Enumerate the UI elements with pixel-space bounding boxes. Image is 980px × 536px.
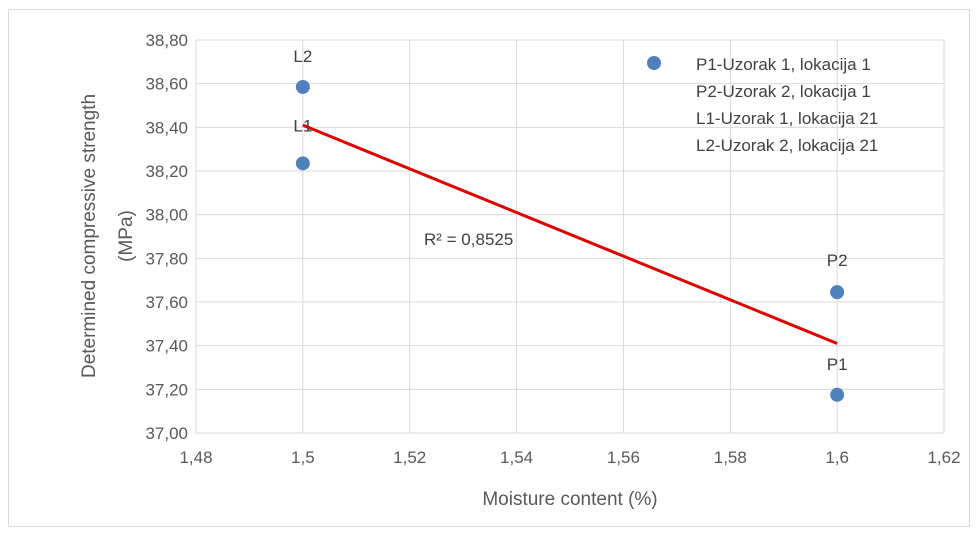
y-tick-label: 38,00 bbox=[145, 206, 188, 225]
y-axis-title-line1: Determined compressive strength bbox=[79, 94, 100, 378]
x-tick-label: 1,62 bbox=[927, 448, 960, 467]
x-axis-title: Moisture content (%) bbox=[482, 489, 657, 510]
legend-entry: L2-Uzorak 2, lokacija 21 bbox=[696, 136, 878, 155]
data-point-p1 bbox=[830, 387, 845, 402]
x-tick-label: 1,6 bbox=[825, 448, 849, 467]
data-points: L2 L1 P2 P1 bbox=[293, 47, 848, 402]
x-tick-label: 1,54 bbox=[500, 448, 533, 467]
y-axis-title-line2: (MPa) bbox=[116, 210, 137, 262]
legend-entry: P2-Uzorak 2, lokacija 1 bbox=[696, 82, 871, 101]
legend-entry: L1-Uzorak 1, lokacija 21 bbox=[696, 109, 878, 128]
legend-entry: P1-Uzorak 1, lokacija 1 bbox=[696, 55, 871, 74]
y-tick-label: 38,80 bbox=[145, 31, 188, 50]
point-label-l2: L2 bbox=[293, 47, 312, 66]
point-label-l1: L1 bbox=[293, 116, 312, 135]
y-tick-label: 37,00 bbox=[145, 424, 188, 443]
trendline bbox=[302, 123, 838, 345]
legend: P1-Uzorak 1, lokacija 1 P2-Uzorak 2, loka… bbox=[647, 55, 878, 155]
chart-frame bbox=[8, 9, 970, 527]
y-tick-label: 37,40 bbox=[145, 337, 188, 356]
y-tick-label: 37,60 bbox=[145, 293, 188, 312]
y-tick-label: 38,20 bbox=[145, 162, 188, 181]
x-tick-label: 1,52 bbox=[393, 448, 426, 467]
r-squared-label: R² = 0,8525 bbox=[424, 230, 513, 249]
x-tick-label: 1,58 bbox=[714, 448, 747, 467]
y-tick-label: 38,60 bbox=[145, 75, 188, 94]
data-point-p2 bbox=[830, 285, 845, 300]
y-tick-label: 38,40 bbox=[145, 118, 188, 137]
point-label-p2: P2 bbox=[827, 251, 848, 270]
y-tick-label: 37,80 bbox=[145, 249, 188, 268]
y-axis-title: Determined compressive strength (MPa) bbox=[79, 94, 137, 378]
y-tick-label: 37,20 bbox=[145, 380, 188, 399]
point-label-p1: P1 bbox=[827, 355, 848, 374]
trendline-group bbox=[302, 123, 838, 345]
gridlines bbox=[195, 39, 945, 434]
data-point-l2 bbox=[295, 79, 310, 94]
data-point-l1 bbox=[295, 156, 310, 171]
x-tick-label: 1,48 bbox=[179, 448, 212, 467]
x-tick-label: 1,5 bbox=[291, 448, 315, 467]
axis-ticks: 37,00 37,20 37,40 37,60 37,80 38,00 38,20 38,40… bbox=[145, 31, 960, 467]
x-tick-label: 1,56 bbox=[607, 448, 640, 467]
legend-marker bbox=[647, 56, 661, 70]
